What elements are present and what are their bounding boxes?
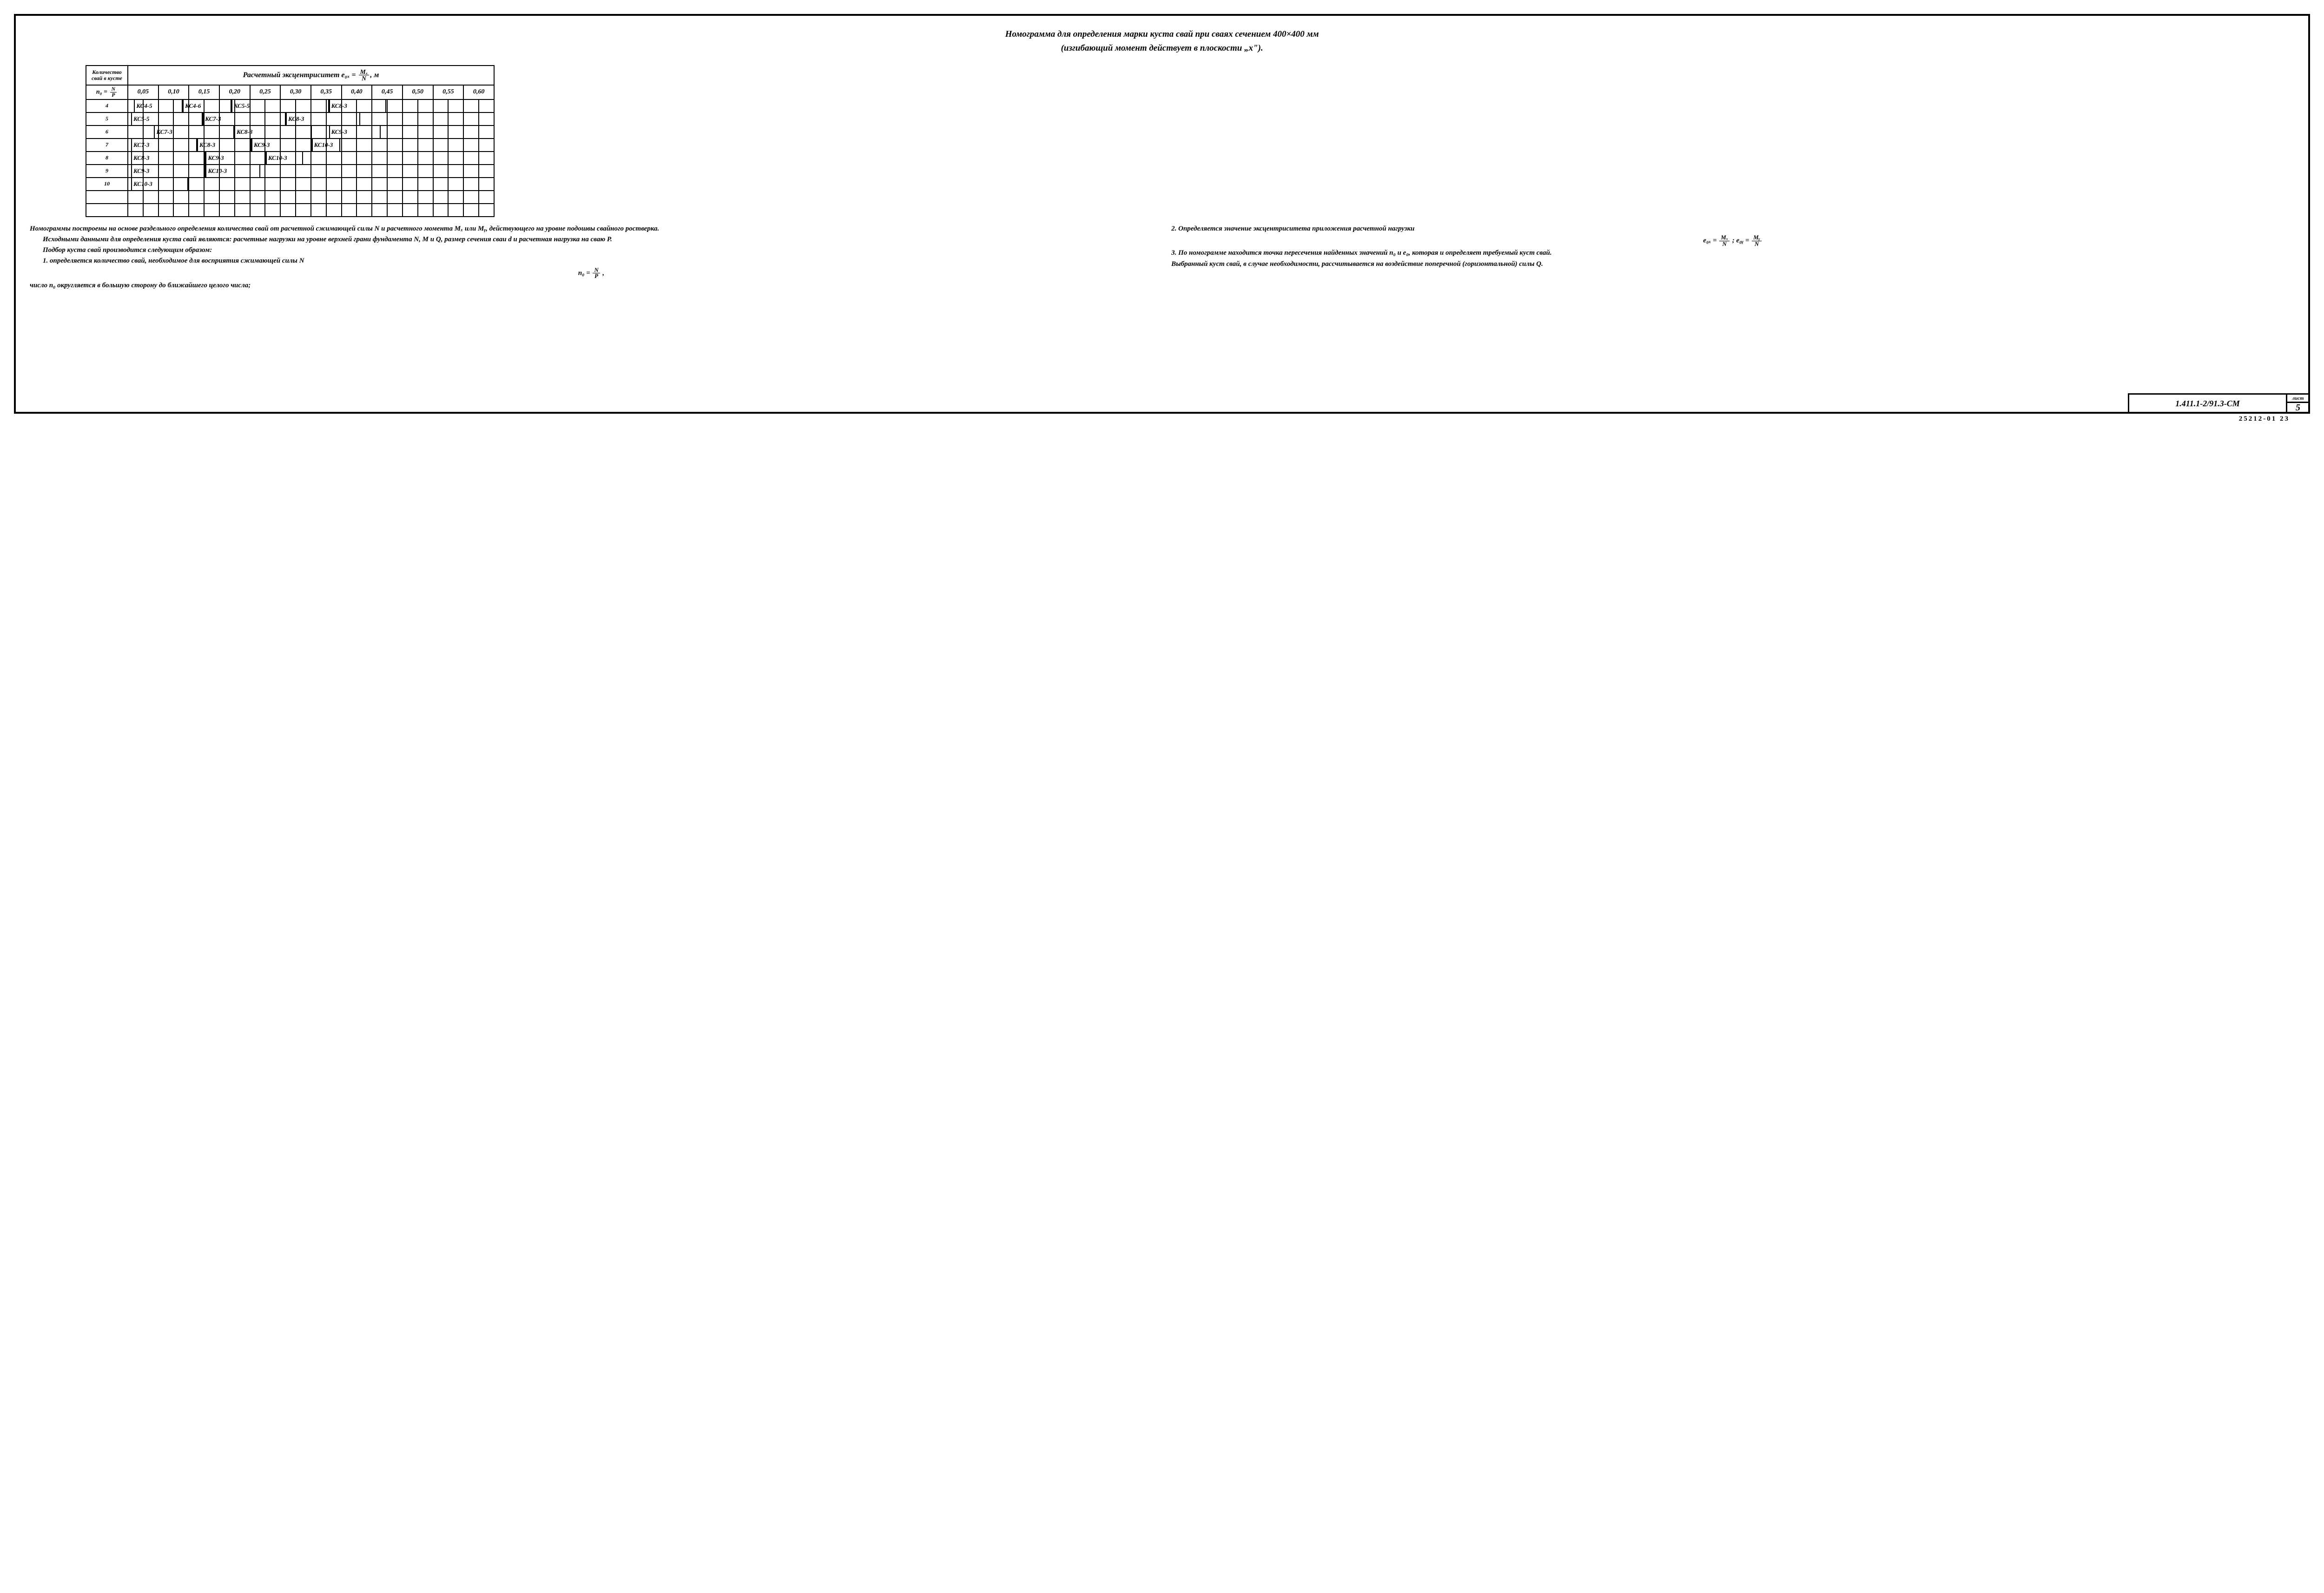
x-tick: 0,45 — [372, 85, 403, 99]
row-n-value: 10 — [86, 178, 128, 191]
x-tick: 0,30 — [280, 85, 311, 99]
nomogram-table-wrap: Количество свай в кустеРасчетный эксцент… — [86, 65, 495, 217]
x-tick: 0,10 — [158, 85, 189, 99]
header-n0-formula: n₀ = NP — [86, 85, 128, 99]
page-title: Номограмма для определения марки куста с… — [199, 27, 2124, 56]
notes-block: Номограммы построены на основе раздельно… — [30, 224, 2294, 292]
note-para: 3. По номограмме находится точка пересеч… — [1171, 248, 2294, 258]
sheet-label: лист — [2286, 393, 2310, 402]
formula-n0: n₀ = NP , — [30, 267, 1153, 280]
x-tick: 0,05 — [128, 85, 158, 99]
x-tick: 0,40 — [342, 85, 372, 99]
drawing-code: 1.411.1-2/91.3-СМ — [2128, 393, 2286, 414]
x-tick: 0,55 — [433, 85, 464, 99]
note-para: 2. Определяется значение эксцентриситета… — [1171, 224, 2294, 233]
note-para: Номограммы построены на основе раздельно… — [30, 224, 1153, 233]
x-tick: 0,50 — [403, 85, 433, 99]
footer-id: 25212-01 23 — [2239, 415, 2290, 423]
note-para: Подбор куста свай производится следующим… — [30, 245, 1153, 255]
row-n-value: 6 — [86, 126, 128, 139]
header-eccentricity: Расчетный эксцентриситет e₀ₓ = MₓN, м — [128, 66, 494, 85]
x-tick: 0,35 — [311, 85, 342, 99]
x-tick: 0,15 — [189, 85, 219, 99]
row-n-value: 4 — [86, 99, 128, 112]
title-line-2: (изгибающий момент действует в плоскости… — [199, 41, 2124, 55]
row-n-value: 9 — [86, 165, 128, 178]
note-para: 1. определяется количество свай, необход… — [30, 256, 1153, 265]
notes-left-column: Номограммы построены на основе раздельно… — [30, 224, 1153, 292]
sheet-number: 5 — [2286, 402, 2310, 414]
note-para: Выбранный куст свай, в случае необходимо… — [1171, 259, 2294, 269]
title-block-stamp: 1.411.1-2/91.3-СМ лист 5 — [2128, 393, 2310, 414]
x-tick: 0,20 — [219, 85, 250, 99]
header-pile-count: Количество свай в кусте — [86, 66, 128, 85]
formula-e0: e₀ₓ = MₓN ; e₀ᵧ = MᵧN — [1171, 235, 2294, 247]
note-para: Исходными данными для определения куста … — [30, 235, 1153, 244]
row-n-value: 8 — [86, 152, 128, 165]
note-para: число n₀ округляется в большую сторону д… — [30, 281, 1153, 290]
row-n-value: 5 — [86, 112, 128, 126]
row-n-value: 7 — [86, 139, 128, 152]
x-tick: 0,60 — [463, 85, 494, 99]
drawing-frame: Номограмма для определения марки куста с… — [14, 14, 2310, 414]
nomogram-table: Количество свай в кустеРасчетный эксцент… — [86, 65, 495, 217]
x-tick: 0,25 — [250, 85, 281, 99]
title-line-1: Номограмма для определения марки куста с… — [199, 27, 2124, 41]
notes-right-column: 2. Определяется значение эксцентриситета… — [1171, 224, 2294, 292]
